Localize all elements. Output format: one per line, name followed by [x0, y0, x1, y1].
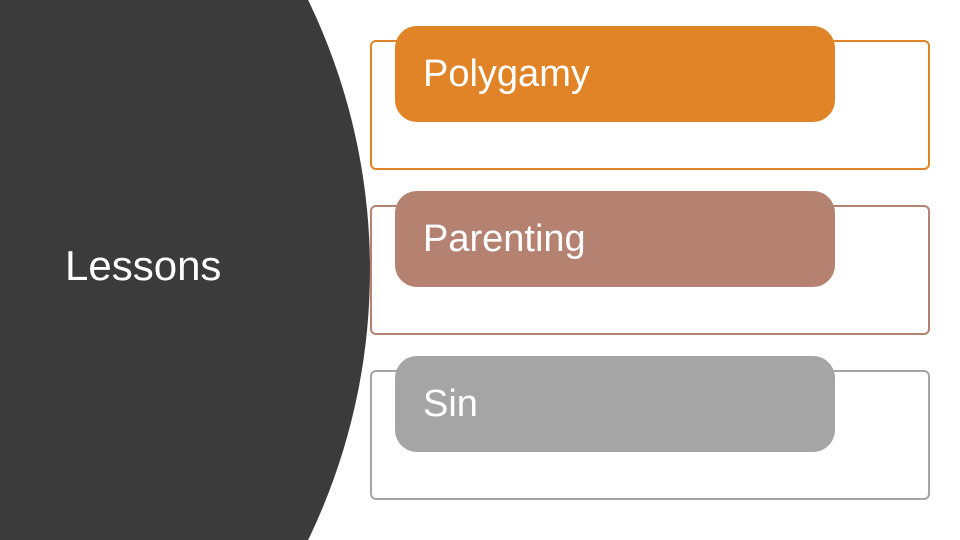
item-label: Parenting	[423, 218, 586, 261]
item-pill: Sin	[395, 356, 835, 452]
item-label: Sin	[423, 383, 478, 426]
item-label: Polygamy	[423, 53, 590, 96]
section-title: Lessons	[65, 242, 221, 290]
item-pill: Parenting	[395, 191, 835, 287]
slide-canvas: Lessons Polygamy Parenting Sin	[0, 0, 960, 540]
item-pill: Polygamy	[395, 26, 835, 122]
